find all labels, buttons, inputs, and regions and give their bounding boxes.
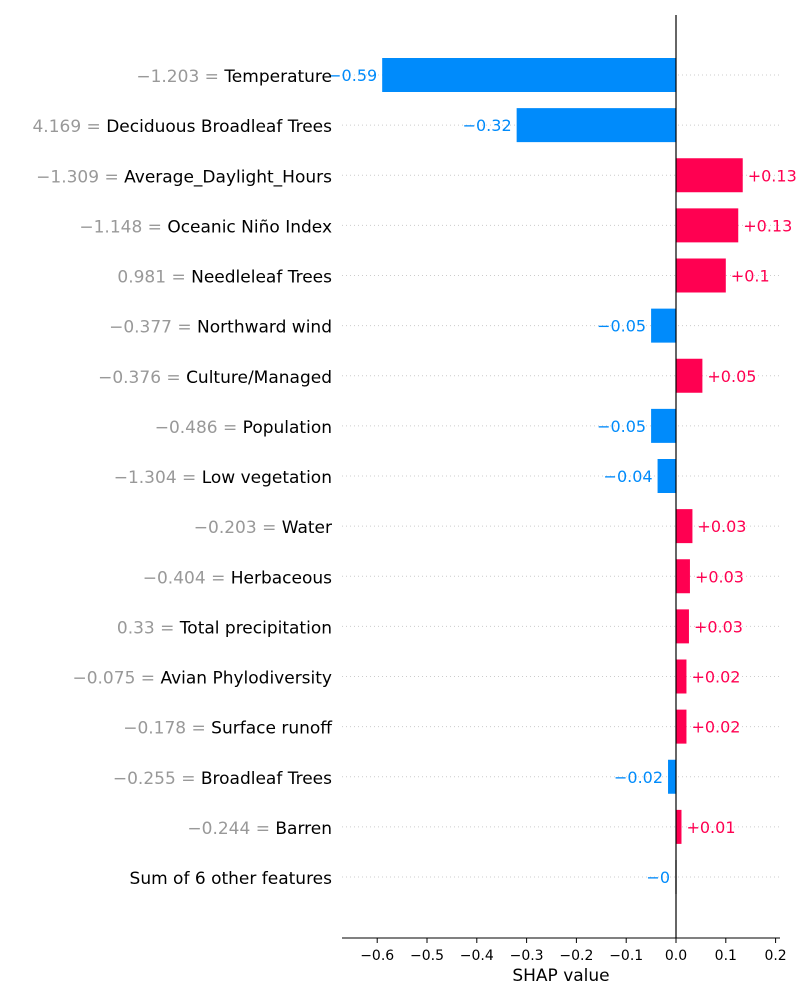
x-tick-label: 0.0: [665, 948, 687, 964]
shap-value-label: −0.04: [604, 467, 653, 486]
feature-name: Temperature: [223, 67, 332, 87]
shap-value-label: +0.01: [686, 818, 735, 837]
shap-value-label: +0.13: [743, 216, 792, 235]
feature-name: Needleleaf Trees: [191, 268, 332, 288]
shap-value-label: +0.1: [731, 267, 770, 286]
x-tick-label: −0.6: [360, 948, 394, 964]
feature-name: Low vegetation: [202, 468, 332, 488]
shap-bar: [676, 709, 687, 744]
feature-name: Broadleaf Trees: [201, 769, 332, 789]
feature-label: −0.244 = Barren: [187, 819, 332, 839]
x-tick-label: −0.1: [609, 948, 643, 964]
feature-value: −0.486 =: [155, 418, 243, 438]
shap-value-label: −0.05: [597, 317, 646, 336]
feature-value: −0.377 =: [109, 318, 197, 338]
shap-value-label: +0.05: [707, 367, 756, 386]
feature-value: −0.376 =: [98, 368, 186, 388]
shap-bar: [676, 208, 739, 243]
feature-value: −0.244 =: [187, 819, 275, 839]
feature-label: −1.309 = Average_Daylight_Hours: [36, 167, 332, 187]
feature-value: −1.203 =: [136, 67, 224, 87]
x-tick-label: −0.3: [510, 948, 544, 964]
shap-bar: [676, 258, 726, 293]
feature-label: −0.377 = Northward wind: [109, 318, 332, 338]
feature-label: −1.203 = Temperature: [136, 67, 332, 87]
feature-label: −1.304 = Low vegetation: [114, 468, 332, 488]
shap-bar: [657, 459, 676, 493]
shap-value-label: +0.03: [694, 617, 743, 636]
shap-bar: [676, 358, 703, 393]
feature-value: −1.309 =: [36, 167, 124, 187]
feature-label: 4.169 = Deciduous Broadleaf Trees: [32, 117, 332, 137]
feature-name: Average_Daylight_Hours: [124, 167, 332, 187]
feature-label: Sum of 6 other features: [130, 869, 333, 889]
feature-name: Total precipitation: [179, 618, 332, 638]
feature-name: Surface runoff: [211, 719, 333, 739]
feature-labels: −1.203 = Temperature 4.169 = Deciduous Br…: [32, 67, 333, 889]
grid-lines: [342, 74, 780, 878]
shap-value-label: +0.02: [691, 718, 740, 737]
shap-bar: [382, 58, 676, 92]
shap-value-label: −0.02: [614, 768, 663, 787]
x-tick-label: −0.5: [410, 948, 444, 964]
feature-value: 4.169 =: [32, 117, 106, 137]
shap-value-label: −0: [646, 868, 670, 887]
feature-label: −0.075 = Avian Phylodiversity: [72, 669, 332, 689]
shap-bar: [651, 408, 676, 443]
feature-name: Oceanic Niño Index: [167, 217, 332, 237]
shap-value-label: +0.03: [697, 517, 746, 536]
feature-name: Avian Phylodiversity: [160, 669, 332, 689]
shap-bar: [676, 509, 693, 544]
feature-label: −0.376 = Culture/Managed: [98, 368, 332, 388]
x-tick-label: −0.2: [559, 948, 593, 964]
feature-value: −0.404 =: [143, 568, 231, 588]
shap-value-label: +0.02: [691, 668, 740, 687]
feature-value: 0.981 =: [117, 268, 191, 288]
feature-label: −0.404 = Herbaceous: [143, 568, 332, 588]
x-axis-label: SHAP value: [512, 966, 609, 986]
feature-name: Northward wind: [197, 318, 332, 338]
shap-bar: [676, 158, 743, 193]
feature-name: Barren: [275, 819, 332, 839]
feature-value: −1.148 =: [79, 217, 167, 237]
feature-value: −0.203 =: [194, 518, 282, 538]
feature-value: −1.304 =: [114, 468, 202, 488]
shap-bar: [676, 559, 690, 594]
feature-name: Herbaceous: [231, 568, 332, 588]
x-tick-label: 0.2: [764, 948, 786, 964]
feature-label: −0.178 = Surface runoff: [123, 719, 333, 739]
feature-label: −0.203 = Water: [194, 518, 332, 538]
feature-value: −0.178 =: [123, 719, 211, 739]
feature-name: Culture/Managed: [186, 368, 332, 388]
shap-bar: [676, 659, 687, 694]
shap-bar: [668, 759, 676, 794]
feature-name: Population: [243, 418, 332, 438]
feature-value: −0.255 =: [113, 769, 201, 789]
shap-value-label: −0.59: [328, 66, 377, 85]
feature-label: −0.255 = Broadleaf Trees: [113, 769, 332, 789]
feature-label: 0.981 = Needleleaf Trees: [117, 268, 332, 288]
shap-bar: [651, 308, 676, 343]
x-tick-label: −0.4: [460, 948, 494, 964]
feature-label: −1.148 = Oceanic Niño Index: [79, 217, 332, 237]
shap-bar: [676, 609, 689, 644]
x-axis: −0.6 −0.5 −0.4 −0.3 −0.2 −0.1 0.0 0.1 0.2: [342, 937, 787, 964]
feature-name: Water: [282, 518, 332, 538]
shap-value-label: +0.13: [748, 166, 797, 185]
shap-bar: [516, 108, 676, 143]
shap-bar: [676, 809, 682, 844]
feature-name: Deciduous Broadleaf Trees: [106, 117, 332, 137]
shap-value-label: −0.05: [597, 417, 646, 436]
bars: −0.59 −0.32 +0.13 +0.13 +0.1 −0.05 +0.05 −0.05 −…: [328, 58, 797, 894]
feature-value: −0.075 =: [72, 669, 160, 689]
feature-value: 0.33 =: [117, 618, 180, 638]
x-tick-label: 0.1: [715, 948, 737, 964]
feature-label: −0.486 = Population: [155, 418, 332, 438]
shap-value-label: +0.03: [695, 567, 744, 586]
feature-label: 0.33 = Total precipitation: [117, 618, 332, 638]
feature-name: Sum of 6 other features: [130, 869, 333, 889]
shap-value-label: −0.32: [463, 116, 512, 135]
